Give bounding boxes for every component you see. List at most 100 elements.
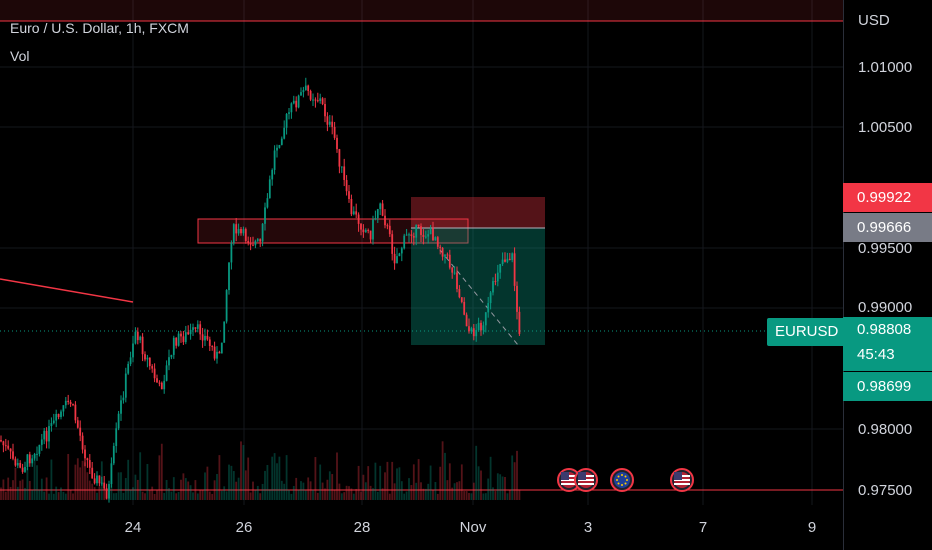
candle-body	[434, 237, 437, 241]
volume-bar	[367, 466, 370, 500]
volume-bar	[484, 493, 487, 500]
volume-bars	[0, 441, 521, 500]
volume-bar	[254, 490, 257, 500]
volume-bar	[225, 491, 228, 500]
symbol-legend[interactable]: Euro / U.S. Dollar, 1h, FXCM	[10, 20, 189, 36]
candle-body	[489, 292, 492, 304]
volume-bar	[230, 465, 233, 500]
price-tick: 0.98000	[858, 421, 913, 438]
volume-bar	[268, 489, 271, 500]
candle-body	[338, 149, 341, 167]
volume-bar	[21, 479, 24, 500]
eu-flag-icon[interactable]	[610, 468, 634, 492]
volume-bar	[494, 491, 497, 500]
volume-bar	[326, 479, 329, 500]
candle-body	[480, 322, 482, 331]
volume-bar	[129, 489, 132, 500]
candle-body	[223, 321, 226, 343]
volume-bar	[256, 485, 259, 500]
volume-bar	[177, 491, 180, 500]
candle-body	[316, 100, 319, 102]
candle-body	[266, 198, 269, 208]
candle-body	[439, 246, 442, 248]
volume-bar	[295, 477, 298, 500]
volume-bar	[201, 489, 204, 500]
volume-bar	[163, 492, 166, 500]
volume-bar	[376, 491, 379, 500]
time-tick: 24	[124, 519, 142, 536]
candle-body	[446, 254, 449, 256]
volume-bar	[492, 487, 494, 500]
volume-bar	[400, 481, 403, 500]
volume-legend[interactable]: Vol	[10, 48, 30, 64]
candle-body	[436, 237, 439, 247]
volume-bar	[460, 464, 463, 500]
candle-body	[64, 400, 67, 406]
price-tick: 0.99500	[858, 240, 913, 257]
volume-bar	[235, 481, 238, 500]
price-axis-divider	[843, 0, 844, 550]
candle-body	[429, 228, 432, 235]
price-tick: 0.97500	[858, 482, 913, 499]
volume-bar	[424, 488, 427, 500]
candle-body	[76, 420, 79, 428]
volume-bar	[302, 482, 305, 500]
volume-bar	[232, 471, 235, 500]
volume-bar	[240, 441, 242, 500]
us-flag-icon[interactable]	[574, 468, 598, 492]
us-flag-icon[interactable]	[670, 468, 694, 492]
candle-body	[460, 297, 463, 302]
candle-body	[405, 234, 408, 236]
candle-body	[112, 445, 115, 464]
volume-bar	[120, 472, 122, 500]
volume-bar	[283, 483, 286, 500]
entry-price-badge: 0.99666	[843, 213, 932, 242]
candle-body	[290, 103, 293, 113]
candle-body	[187, 332, 190, 335]
candle-body	[244, 229, 247, 242]
volume-bar	[420, 482, 422, 500]
volume-bar	[357, 465, 360, 500]
volume-bar	[175, 493, 178, 500]
candle-body	[148, 357, 151, 367]
candle-body	[264, 207, 266, 224]
candle-body	[52, 420, 55, 424]
candle-body	[74, 404, 77, 421]
volume-bar	[405, 491, 408, 500]
candle-body	[427, 234, 430, 237]
volume-bar	[180, 479, 182, 500]
candle-body	[225, 290, 228, 322]
candle-body	[204, 335, 206, 341]
volume-bar	[33, 454, 36, 500]
volume-bar	[496, 473, 499, 500]
volume-bar	[403, 493, 406, 500]
volume-bar	[28, 480, 31, 500]
volume-bar	[247, 457, 250, 500]
candle-body	[249, 243, 252, 245]
price-tick: 1.01000	[858, 59, 913, 76]
candle-body	[84, 449, 86, 459]
volume-bar	[55, 486, 58, 500]
volume-bar	[259, 493, 262, 500]
volume-bar	[439, 466, 442, 500]
candle-body	[398, 253, 401, 257]
candle-body	[367, 230, 370, 232]
candle-body	[153, 368, 156, 379]
candle-body	[501, 259, 504, 265]
volume-bar	[429, 465, 432, 500]
candle-body	[415, 224, 418, 238]
candle-body	[19, 462, 22, 468]
candle-body	[364, 230, 367, 233]
volume-bar	[52, 493, 55, 500]
volume-bar	[189, 485, 192, 500]
candle-body	[55, 413, 58, 421]
candle-body	[326, 116, 329, 125]
candle-body	[376, 209, 379, 219]
volume-bar	[333, 489, 336, 500]
candle-body	[468, 326, 470, 332]
drawing-layer[interactable]	[0, 0, 843, 491]
candle-body	[129, 357, 132, 364]
volume-bar	[69, 489, 72, 500]
volume-bar	[76, 458, 79, 500]
